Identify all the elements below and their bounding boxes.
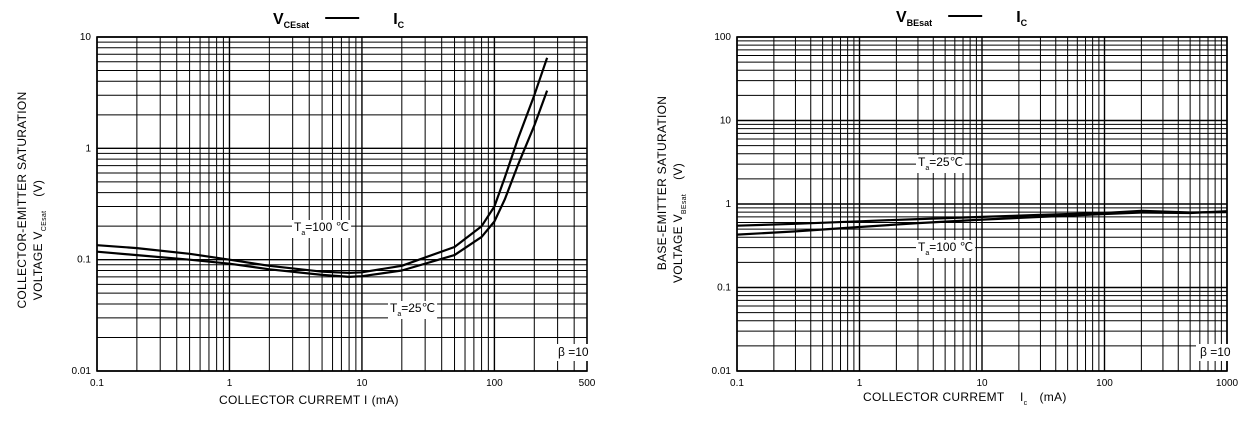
title-right-subscript: C xyxy=(398,20,405,30)
series-label-value: =100 ℃ xyxy=(305,220,349,234)
y-tick-label: 0.01 xyxy=(72,366,92,377)
y-axis-label-unit: (V) xyxy=(671,163,685,180)
x-tick-label: 1 xyxy=(227,378,233,389)
y-tick-label: 1 xyxy=(725,199,731,210)
y-tick-label: 10 xyxy=(720,116,732,127)
x-tick-label: 0.1 xyxy=(730,378,744,389)
y-tick-label: 0.1 xyxy=(77,255,91,266)
x-axis-label-text: COLLECTOR CURREMT xyxy=(863,390,1005,404)
x-axis-label-subscript: c xyxy=(1024,400,1028,407)
series-label-symbol: T xyxy=(918,155,926,169)
beta-note: β =10 xyxy=(1200,345,1231,359)
y-axis-label-line1: BASE-EMITTER SATURATION xyxy=(655,96,669,270)
y-axis-label-line1: COLLECTOR-EMITTER SATURATION xyxy=(15,91,29,308)
chart-title: VCEsat xyxy=(273,11,309,30)
y-axis-label-unit: (V) xyxy=(31,180,45,197)
series-label-2: Ta=25℃ xyxy=(390,301,435,318)
title-subscript: CEsat xyxy=(284,20,310,30)
grid xyxy=(96,36,588,372)
y-axis-label: BASE-EMITTER SATURATION VOLTAGE VBEsat (V) xyxy=(655,96,688,283)
y-axis-label-symbol: VOLTAGE V xyxy=(671,214,685,283)
series-label-subscript: a xyxy=(397,311,401,318)
plot-frame xyxy=(736,36,1228,372)
y-axis-label-subscript: CEsat xyxy=(41,211,48,232)
series-label-subscript: a xyxy=(301,230,305,237)
title-subscript: BEsat xyxy=(907,18,933,28)
series-label-subscript: a xyxy=(925,165,929,172)
plot-frame xyxy=(96,36,588,372)
series-label-symbol: T xyxy=(390,301,398,315)
series-label-value: =25℃ xyxy=(929,155,963,169)
series-label-1: Ta=100 ℃ xyxy=(294,220,349,237)
chart-title: VBEsat xyxy=(896,9,932,28)
series-label-subscript: a xyxy=(925,250,929,257)
series-label-2: Ta=100 ℃ xyxy=(918,240,973,257)
title-right: IC xyxy=(1016,9,1027,28)
series-label-1: Ta=25℃ xyxy=(918,155,963,172)
x-axis-label-unit: (mA) xyxy=(372,393,399,407)
y-tick-label: 0.01 xyxy=(712,366,732,377)
x-tick-label: 1000 xyxy=(1216,378,1239,389)
title-symbol: V xyxy=(273,11,284,28)
y-axis-label: COLLECTOR-EMITTER SATURATION VOLTAGE VCEs… xyxy=(15,91,48,308)
y-axis-label-line2: VOLTAGE VCEsat (V) xyxy=(31,180,48,300)
series-label-background xyxy=(388,301,438,319)
series-line-2 xyxy=(96,90,549,278)
series-label-background xyxy=(292,220,352,238)
y-tick-label: 1 xyxy=(85,143,91,154)
title-right-subscript: C xyxy=(1021,18,1028,28)
title-right-symbol: I xyxy=(393,11,397,28)
series-line-2 xyxy=(736,210,1228,236)
series-label-background xyxy=(916,240,976,258)
beta-note: β =10 xyxy=(558,345,589,359)
series-label-symbol: T xyxy=(918,240,926,254)
series-line-1 xyxy=(96,57,549,274)
title-right: IC xyxy=(393,11,404,30)
y-tick-label: 0.1 xyxy=(717,283,731,294)
y-axis-label-subscript: BEsat xyxy=(681,194,688,214)
x-axis-label-text: COLLECTOR CURREMT I xyxy=(219,393,368,407)
y-axis-label-line2: VOLTAGE VBEsat (V) xyxy=(671,163,688,283)
title-symbol: V xyxy=(896,9,907,26)
note-background xyxy=(1196,344,1246,361)
x-axis-label-symbol: I xyxy=(1020,390,1024,404)
x-tick-label: 100 xyxy=(1096,378,1113,389)
title-right-symbol: I xyxy=(1016,9,1020,26)
series-label-value: =100 ℃ xyxy=(929,240,973,254)
note-background xyxy=(554,344,604,361)
series-label-value: =25℃ xyxy=(401,301,435,315)
x-tick-label: 1 xyxy=(857,378,863,389)
x-axis-label: COLLECTOR CURREMT I (mA) xyxy=(219,393,399,407)
x-axis-label: COLLECTOR CURREMT Ic (mA) xyxy=(863,390,1067,407)
x-tick-label: 500 xyxy=(579,378,596,389)
y-tick-label: 100 xyxy=(714,32,731,43)
grid xyxy=(736,36,1228,372)
x-axis-label-unit: (mA) xyxy=(1039,390,1066,404)
series-label-symbol: T xyxy=(294,220,302,234)
y-tick-label: 10 xyxy=(80,32,92,43)
x-tick-label: 0.1 xyxy=(90,378,104,389)
x-tick-label: 10 xyxy=(356,378,368,389)
x-tick-label: 10 xyxy=(976,378,988,389)
x-tick-label: 100 xyxy=(486,378,503,389)
y-axis-label-symbol: VOLTAGE V xyxy=(31,231,45,300)
series-label-background xyxy=(916,155,966,173)
